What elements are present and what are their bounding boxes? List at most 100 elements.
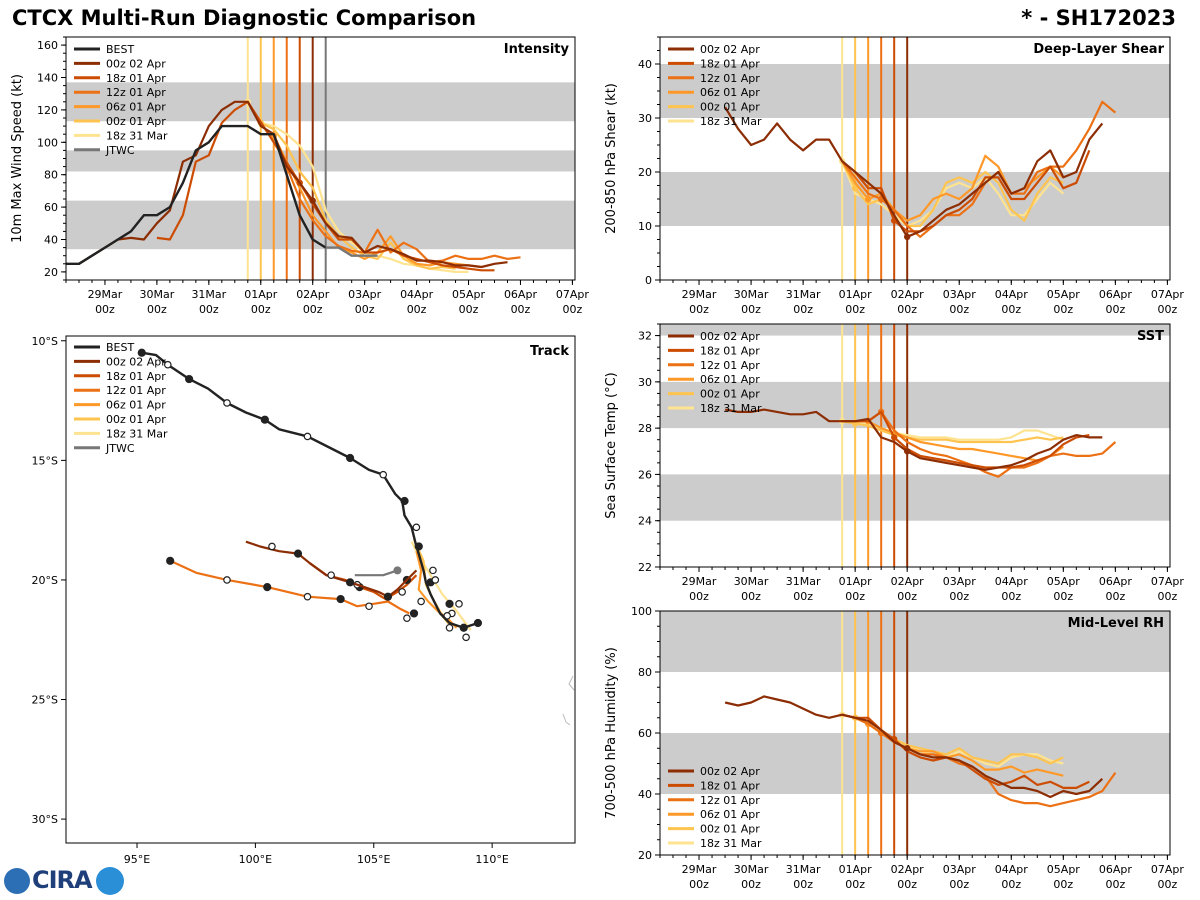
track-point-filled [263,583,272,592]
intensity-xtick-label: 00z [355,303,375,316]
rh-series-group [724,695,1117,808]
track-point-filled [400,496,409,506]
track-point-open [417,597,425,606]
shear-legend-label: 00z 02 Apr [700,43,760,56]
track-point-open [327,571,335,579]
sst-legend-label: 12z 01 Apr [700,359,760,372]
rh-legend-label: 18z 01 Apr [700,779,760,792]
rh-xtick-label: 01Apr [839,863,873,876]
track-legend-label: 18z 01 Apr [106,370,166,383]
intensity-series-line [325,246,378,257]
sst-ytick-label: 32 [638,330,652,343]
track-point-filled [383,592,393,601]
intensity-band-2 [66,82,575,122]
shear-legend-label: 18z 31 Mar [700,115,762,128]
sst-xtick-label: 29Mar [682,575,717,588]
sst-xtick-label: 06Apr [1099,575,1133,588]
shear-ytick-label: 10 [638,220,652,233]
intensity-band-1 [66,150,575,172]
sst-xtick-label: 02Apr [891,575,925,588]
shear-xtick-label: 03Apr [943,288,977,301]
sst-init-marker [890,434,898,441]
intensity-xtick-label: 00z [147,303,167,316]
intensity-ytick-label: 120 [37,104,58,117]
shear-xtick-label: 00z [949,303,969,316]
track-point-filled [137,348,146,357]
shear-series-line [841,154,1065,222]
track-ytick-label: 10°S [32,335,58,348]
intensity-init-marker [309,197,316,204]
intensity-xtick-label: 01Apr [244,288,278,301]
shear-init-marker [864,195,872,203]
rh-title: Mid-Level RH [1068,616,1164,631]
intensity-xtick-label: 00z [563,303,583,316]
track-legend-label: JTWC [105,442,135,455]
coastline [568,675,575,691]
shear-xtick-label: 00z [1158,303,1178,316]
track-point-open [398,588,406,596]
rh-series-line [724,695,1104,799]
shear-xtick-label: 00z [793,303,813,316]
sst-xtick-label: 31Mar [786,575,821,588]
intensity-legend-label: 12z 01 Apr [106,86,166,99]
sst-xtick-label: 00z [1001,590,1021,603]
track-ytick-label: 15°S [32,454,58,467]
intensity-xtick-label: 00z [511,303,531,316]
sst-xtick-label: 00z [1053,590,1073,603]
sst-xtick-label: 00z [845,590,865,603]
rh-xtick-label: 07Apr [1151,863,1185,876]
intensity-xtick-label: 00z [303,303,323,316]
intensity-ytick-label: 60 [44,201,58,214]
coastline [562,713,571,726]
shear-xtick-label: 00z [897,303,917,316]
shear-xtick-label: 07Apr [1151,288,1185,301]
rh-xtick-label: 00z [1158,878,1178,891]
intensity-legend-label: BEST [106,43,134,56]
sst-title: SST [1137,329,1164,344]
intensity-legend-label: 06z 01 Apr [106,101,166,114]
rh-xtick-label: 00z [741,878,761,891]
shear-series-group [724,100,1117,240]
track-point-filled [473,618,483,628]
intensity-xtick-label: 31Mar [191,288,226,301]
shear-xtick-label: 30Mar [734,288,769,301]
sst-series-group [724,408,1117,478]
shear-xtick-label: 00z [845,303,865,316]
cira-logo: CIRA [4,866,124,895]
track-title: Track [530,344,569,359]
sst-series-line [842,410,1090,469]
track-point-open [268,542,276,551]
track-legend-label: 00z 02 Apr [106,355,166,368]
track-point-filled [260,415,269,424]
track-point-filled [293,549,303,558]
intensity-ytick-label: 40 [44,234,58,247]
track-series-group [137,348,575,726]
sst-ytick-label: 26 [638,468,652,481]
shear-init-marker [851,185,859,192]
intensity-xtick-label: 00z [251,303,271,316]
sst-legend-label: 06z 01 Apr [700,373,760,386]
track-legend-label: 00z 01 Apr [106,413,166,426]
intensity-ytick-label: 160 [37,39,58,52]
track-point-open [431,576,440,584]
track-point-filled [445,599,454,608]
intensity-legend-label: 18z 01 Apr [106,72,166,85]
intensity-xtick-label: 02Apr [296,288,330,301]
track-point-open [412,523,421,532]
intensity-series-line [66,124,327,265]
sst-xtick-label: 05Apr [1047,575,1081,588]
intensity-series-line [156,100,495,272]
sst-legend-label: 18z 31 Mar [700,402,762,415]
track-legend-label: 12z 01 Apr [106,384,166,397]
track-point-filled [345,453,355,463]
rh-xtick-label: 03Apr [943,863,977,876]
shear-xtick-label: 31Mar [786,288,821,301]
rh-xtick-label: 29Mar [682,863,717,876]
rh-xtick-label: 00z [1053,878,1073,891]
sst-xtick-label: 00z [1105,590,1125,603]
intensity-legend-label: 00z 02 Apr [106,57,166,70]
rh-xtick-label: 00z [689,878,709,891]
sst-xtick-label: 00z [1158,590,1178,603]
sst-xtick-label: 01Apr [839,575,873,588]
